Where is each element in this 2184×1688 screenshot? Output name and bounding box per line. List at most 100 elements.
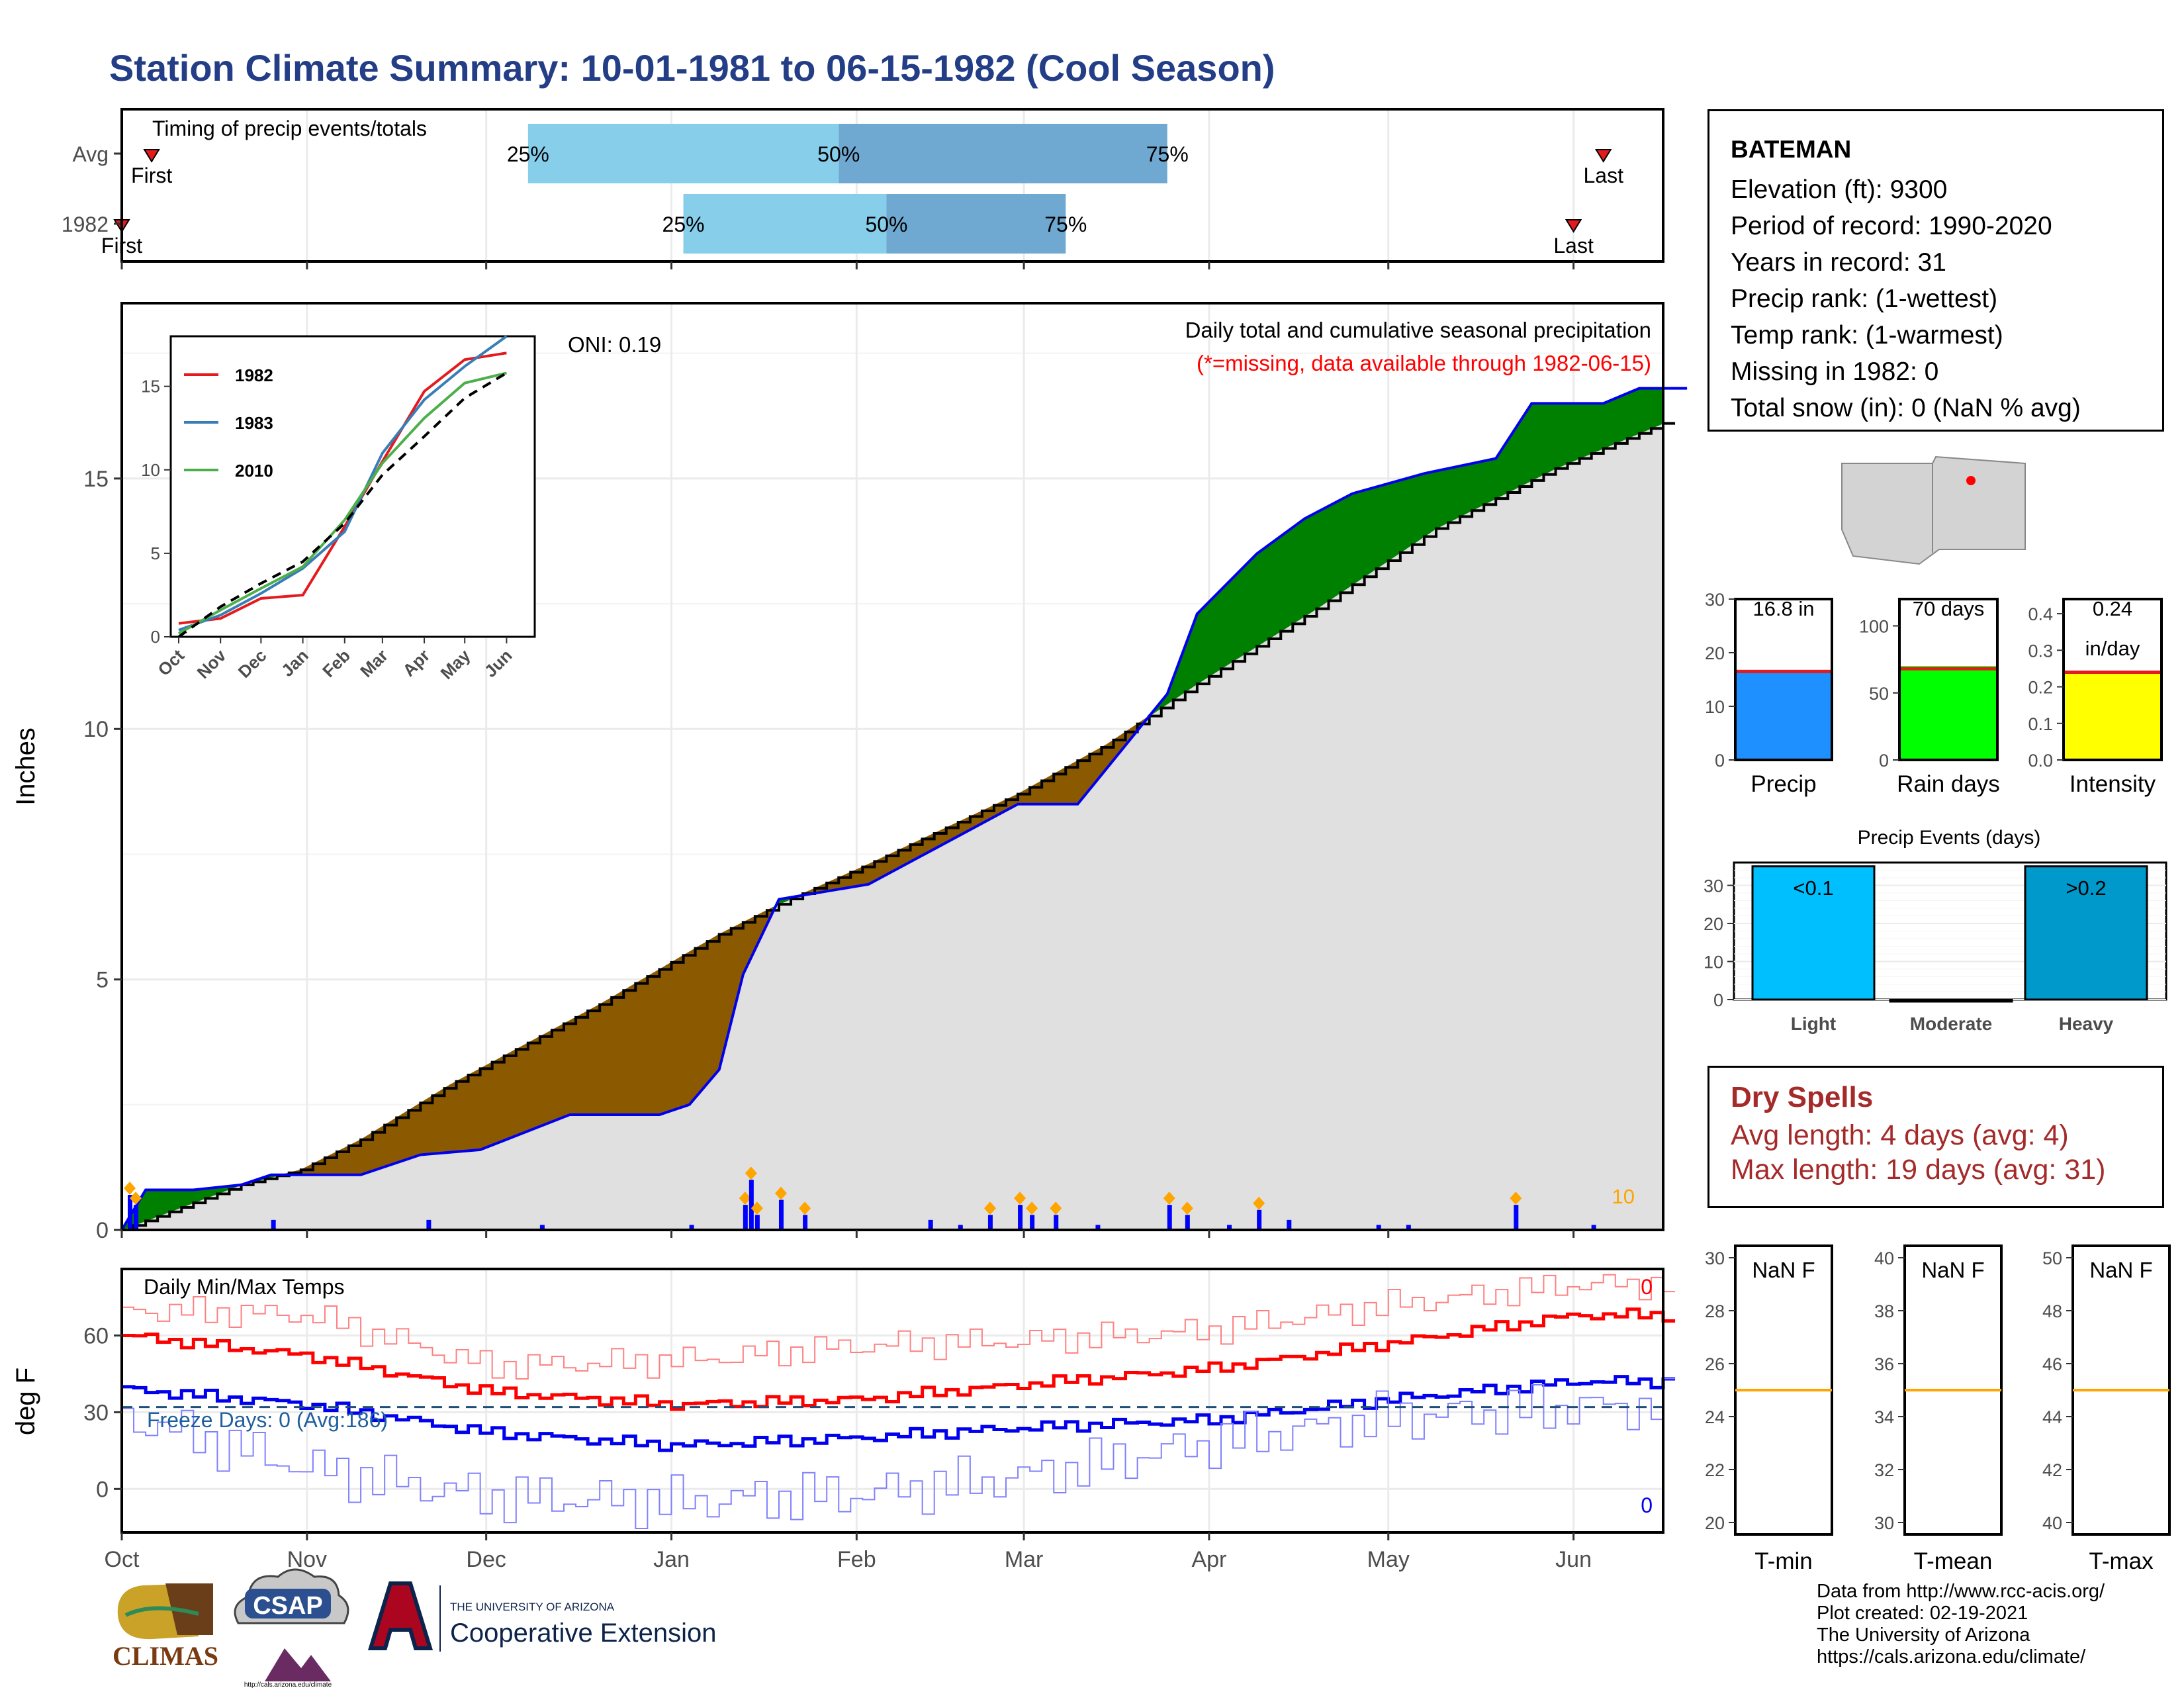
precip-departure-band (474, 1068, 481, 1151)
mini-bar-y-tick-label: 50 (1869, 684, 1889, 704)
station-total-snow: Total snow (in): 0 (NaN % avg) (1731, 394, 2081, 422)
csap-url-text: http://cals.arizona.edu/climate (244, 1681, 332, 1688)
precip-departure-band (1400, 478, 1407, 553)
events-bar-moderate (1889, 998, 2013, 1003)
precip-departure-band (1328, 502, 1336, 602)
temp-box-y-tick-label: 38 (1874, 1301, 1894, 1321)
daily-max-marker (1253, 1196, 1265, 1210)
precip-departure-band (1262, 544, 1269, 643)
precip-departure-band (480, 1064, 487, 1150)
precip-departure-band (1388, 481, 1395, 561)
last-event-label: Last (1583, 164, 1623, 187)
station-period: Period of record: 1990-2020 (1731, 212, 2052, 240)
inset-y-tick-label: 10 (141, 460, 160, 480)
precip-departure-band (689, 947, 696, 1106)
temp-y-tick-label: 60 (83, 1323, 109, 1348)
events-title: Precip Events (days) (1858, 827, 2041, 849)
temp-y-tick-label: 30 (83, 1400, 109, 1425)
precip-departure-band (617, 990, 624, 1115)
inset-series-line-1983 (178, 335, 508, 632)
events-y-tick-label: 10 (1704, 953, 1723, 972)
temp-x-tick-label: May (1367, 1547, 1410, 1572)
daily-precip-bar (1406, 1225, 1411, 1230)
precip-departure-band (1627, 390, 1634, 440)
precip-departure-band (492, 1058, 499, 1146)
dry-spells-avg: Avg length: 4 days (avg: 4) (1731, 1119, 2069, 1151)
daily-precip-bar (928, 1219, 933, 1230)
precip-departure-band (707, 937, 714, 1085)
precip-departure-band (1537, 402, 1544, 479)
precip-departure-band (605, 996, 612, 1115)
last-event-label: Last (1553, 234, 1594, 258)
precip-departure-band (599, 1000, 606, 1115)
cooperative-extension-text: Cooperative Extension (450, 1618, 716, 1648)
precip-departure-band (1483, 459, 1490, 506)
precip-y-tick-label: 10 (83, 717, 109, 742)
csap-mountain-icon (265, 1648, 331, 1681)
avg-min-line (122, 1375, 1676, 1452)
mini-bar-outline (1734, 598, 1833, 761)
station-temp-rank: Temp rank: (1-warmest) (1731, 321, 2003, 350)
temp-box-y-tick-label: 24 (1705, 1407, 1725, 1427)
inset-x-tick-label: Oct (154, 645, 188, 680)
timing-q75-label: 75% (1146, 142, 1189, 166)
precip-departure-band (1555, 402, 1563, 469)
temp-panel-label: Daily Min/Max Temps (144, 1275, 344, 1299)
daily-precip-bar (803, 1215, 808, 1230)
precip-departure-band (695, 944, 702, 1099)
station-location-dot (1966, 476, 1976, 485)
precip-departure-band (1453, 465, 1461, 520)
temp-y-tick-label: 0 (96, 1477, 109, 1502)
temp-box-value-label: NaN F (1921, 1258, 1984, 1282)
temp-x-tick-label: Jan (653, 1547, 690, 1572)
precip-departure-band (1621, 393, 1628, 442)
precip-departure-band (1232, 571, 1240, 662)
precip-departure-band (587, 1007, 594, 1115)
university-of-arizona-logo (367, 1581, 433, 1650)
precip-departure-band (462, 1074, 469, 1152)
daily-precip-bar (1054, 1215, 1059, 1230)
precip-departure-band (1352, 491, 1359, 586)
temp-x-tick-label: Jun (1555, 1547, 1592, 1572)
average-cumulative-area (122, 423, 1663, 1231)
precip-departure-band (157, 1189, 164, 1217)
daily-max-marker (124, 1182, 136, 1196)
precip-departure-band (1424, 471, 1431, 538)
csap-logo-text: CSAP (253, 1592, 323, 1620)
precip-departure-band (551, 1026, 559, 1123)
temp-x-tick-label: Feb (837, 1547, 876, 1572)
precip-departure-band (713, 933, 720, 1078)
events-bar-label: >0.2 (2066, 876, 2106, 900)
precip-departure-band (629, 982, 636, 1115)
temp-box-y-tick-label: 36 (1874, 1354, 1894, 1374)
precip-departure-band (623, 986, 630, 1115)
events-category-label: Light (1791, 1013, 1836, 1034)
precip-departure-band (1412, 475, 1419, 545)
precip-departure-band (1406, 476, 1413, 549)
daily-precip-bar (1227, 1225, 1232, 1230)
precip-departure-band (1340, 496, 1347, 594)
credit-plot-created: Plot created: 02-19-2021 (1817, 1603, 2028, 1624)
precip-departure-band (1430, 470, 1437, 534)
temp-box-y-tick-label: 34 (1874, 1407, 1894, 1427)
credit-url: https://cals.arizona.edu/climate/ (1817, 1646, 2086, 1667)
dry-spells-title: Dry Spells (1731, 1081, 1874, 1113)
precip-departure-band (1346, 492, 1353, 590)
precip-departure-band (1418, 473, 1425, 541)
events-bar-label: <0.1 (1793, 876, 1833, 900)
daily-precip-bar (749, 1180, 754, 1230)
precip-departure-band (486, 1061, 493, 1149)
daily-precip-bar (754, 1215, 760, 1230)
daily-max-marker (130, 1192, 142, 1205)
precip-departure-band (677, 955, 684, 1109)
precip-departure-band (468, 1071, 475, 1151)
daily-precip-bar (1095, 1225, 1101, 1230)
events-y-tick-label: 30 (1704, 876, 1723, 896)
precip-departure-band (1441, 468, 1449, 526)
precip-departure-band (593, 1004, 600, 1115)
events-category-label: Moderate (1910, 1013, 1992, 1034)
daily-precip-bar (1030, 1215, 1035, 1230)
temp-box-y-tick-label: 26 (1705, 1354, 1725, 1374)
mini-bar-fill (2065, 672, 2160, 760)
